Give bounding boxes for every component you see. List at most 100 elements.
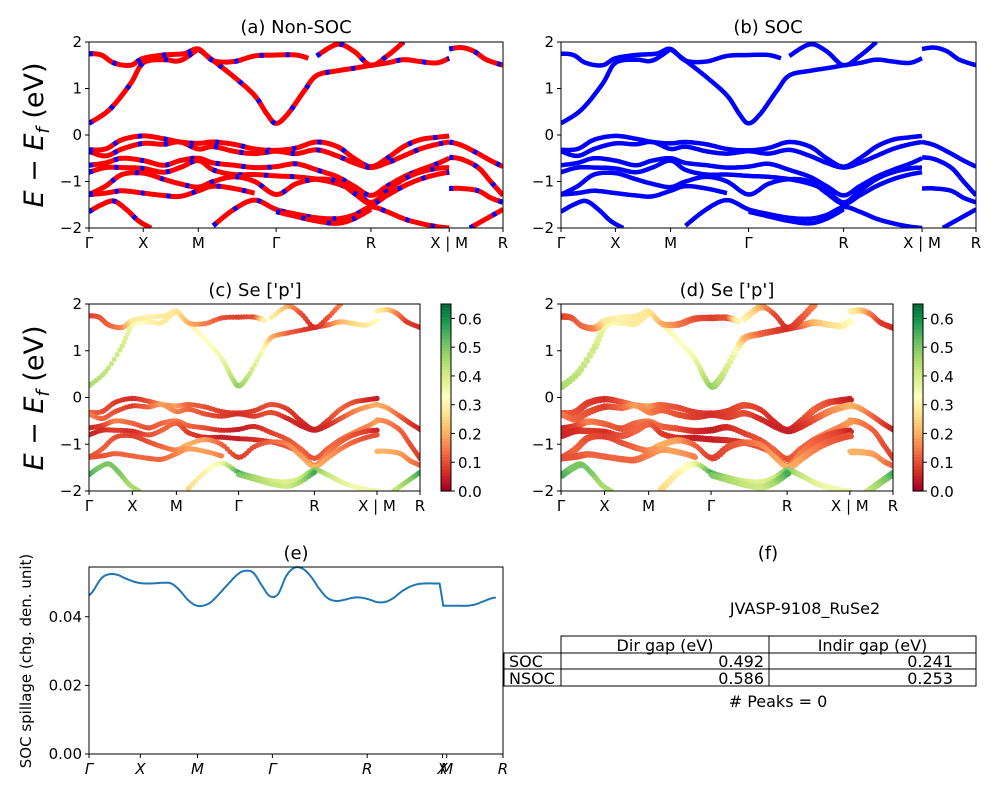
panel-b-soc: (b) SOC −2 −1 0 1 2 Γ X M Γ R X | M R: [532, 17, 981, 252]
colorbar-segment: [913, 347, 923, 352]
colorbar-segment: [913, 363, 923, 367]
band-line-soc: [669, 47, 846, 126]
colorbar-segment: [441, 453, 451, 458]
colorbar-segment: [441, 447, 451, 452]
band-point: [251, 362, 258, 368]
colorbar-segment: [913, 475, 923, 480]
colorbar-segment: [441, 444, 451, 448]
band-line-soc: [920, 139, 976, 169]
colorbar-segment: [441, 328, 451, 333]
band-point-soc: [848, 433, 854, 439]
y-tick-label: −1: [60, 435, 82, 453]
colorbar-segment: [441, 469, 451, 473]
band-point: [417, 462, 420, 468]
colorbar-segment: [441, 487, 451, 492]
y-tick-label: 1: [544, 342, 554, 360]
colorbar-segment: [441, 375, 451, 380]
colorbar-segment: [913, 459, 923, 464]
x-tick-label: M: [642, 497, 655, 515]
band-line-soc: [561, 169, 924, 207]
colorbar-segment: [913, 397, 923, 402]
colorbar-segment: [913, 338, 923, 342]
x-tick-label: R: [498, 760, 508, 778]
band-point: [417, 426, 420, 432]
band-dots: [561, 304, 893, 491]
band-point: [374, 427, 380, 433]
panel-a-non-soc: (a) Non-SOC −2 −1 0 1 2 Γ X M Γ R X | M R: [60, 17, 508, 252]
colorbar-segment: [913, 313, 923, 318]
row-label: SOC: [509, 652, 543, 671]
axes-frame: [88, 566, 504, 755]
band-point: [374, 488, 380, 491]
colorbar-segment: [441, 388, 451, 392]
dir-gap-value: 0.492: [718, 652, 764, 671]
colorbar-segment: [913, 422, 923, 427]
x-tick-label: M: [440, 760, 453, 778]
y-tick-label: 2: [544, 33, 554, 51]
band-point: [119, 343, 125, 349]
band-line-nonsoc-overlay: [89, 169, 450, 207]
x-tick-label: X: [127, 497, 137, 515]
colorbar-segment: [441, 472, 451, 477]
y-tick-label: 2: [72, 33, 82, 51]
y-tick-label: 1: [544, 80, 554, 98]
x-tick-label: M: [191, 760, 204, 778]
y-tick-label: 0.02: [49, 676, 82, 694]
panel-f-gap-table: (f) JVASP-9108_RuSe2 Dir gap (eV) Indir g…: [503, 543, 977, 711]
colorbar-segment: [913, 434, 923, 439]
colorbar-segment: [913, 419, 923, 424]
band-point: [417, 324, 420, 330]
colorbar-segment: [441, 478, 451, 483]
colorbar-segment: [913, 353, 923, 358]
indir-gap-value: 0.241: [907, 652, 953, 671]
colorbar-segment: [913, 332, 923, 336]
panel-a-ylabel: E − Ef (eV): [19, 63, 54, 208]
x-tick-label: Γ: [744, 234, 753, 252]
colorbar-segment: [441, 325, 451, 330]
panel-a-title: (a) Non-SOC: [240, 17, 351, 38]
y-tick-label: −1: [532, 173, 554, 191]
panel-e-title: (e): [283, 543, 308, 564]
colorbar-segment: [913, 478, 923, 483]
x-tick-label: Γ: [85, 234, 94, 252]
band-point: [247, 370, 253, 376]
band-lines: [561, 42, 976, 228]
band-point: [136, 488, 142, 491]
band-line-nonsoc: [89, 46, 311, 68]
colorbar-segment: [441, 466, 451, 470]
colorbar-segment: [913, 487, 923, 492]
colorbar-segment: [441, 441, 451, 445]
panel-d-se-p-projection: (d) Se ['p'] −2 −1 0 1 2 Γ X M Γ R X | M R 0.0 0.1 0.2…: [532, 280, 954, 515]
colorbar-segment: [913, 322, 923, 327]
band-line-nonsoc: [89, 46, 200, 126]
y-tick-label: 1: [72, 342, 82, 360]
x-tick-label: M: [170, 497, 183, 515]
colorbar-segment: [913, 385, 923, 389]
band-line-soc: [561, 47, 672, 126]
colorbar-segment: [441, 322, 451, 327]
colorbar-tick-label: 0.5: [930, 339, 954, 357]
x-tick-label: Γ: [557, 497, 566, 515]
colorbar-segment: [441, 341, 451, 346]
colorbar-segment: [441, 481, 451, 486]
colorbar-segment: [913, 469, 923, 473]
colorbar-segment: [913, 310, 923, 314]
colorbar-segment: [913, 372, 923, 377]
colorbar-segment: [441, 462, 451, 467]
colorbar-segment: [913, 453, 923, 458]
band-line-soc: [920, 155, 976, 198]
row-label: NSOC: [509, 669, 555, 688]
band-point: [374, 432, 380, 438]
material-id: JVASP-9108_RuSe2: [729, 599, 880, 619]
colorbar-segment: [441, 419, 451, 424]
band-point-soc: [848, 319, 854, 325]
y-tick-label: −2: [60, 219, 82, 237]
band-point: [311, 469, 317, 475]
colorbar-segment: [441, 304, 451, 308]
band-lines: [89, 42, 503, 228]
colorbar-segment: [441, 332, 451, 336]
panel-e-ylabel: SOC spillage (chg. den. unit): [17, 554, 35, 769]
band-line-nonsoc: [196, 46, 373, 126]
x-tick-label: Γ: [85, 760, 95, 778]
band-point-soc: [723, 368, 729, 374]
